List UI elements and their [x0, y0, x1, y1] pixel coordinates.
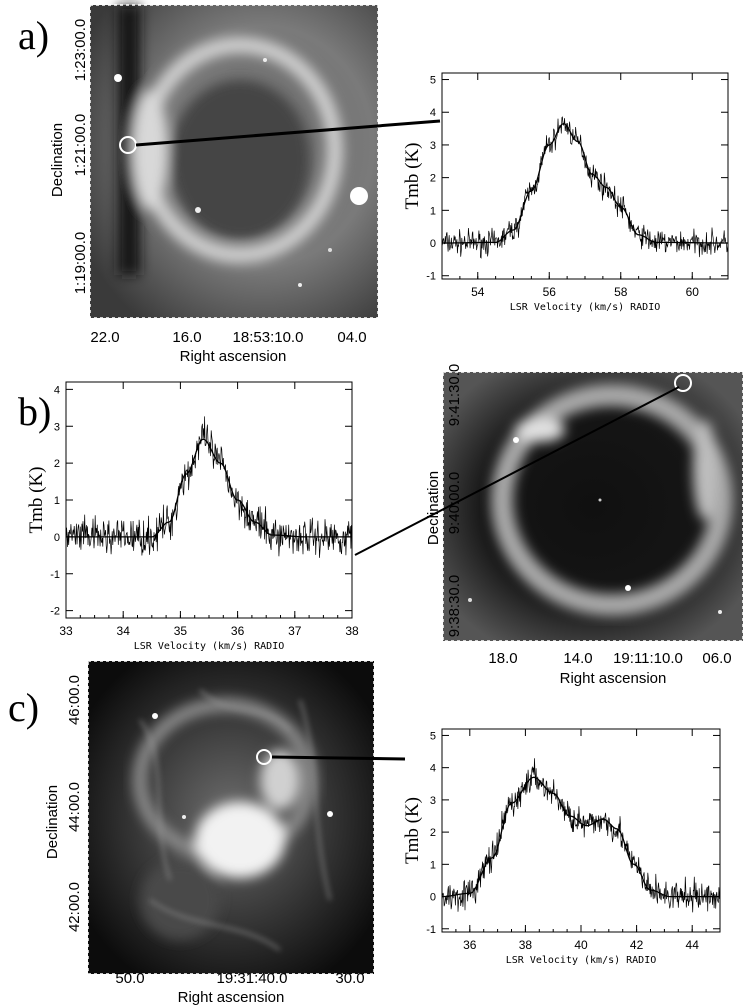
x-tick-label: 58 [614, 285, 628, 299]
x-tick-label: 33 [59, 624, 73, 638]
y-tick-label: 3 [430, 795, 436, 807]
y-tick-label: 3 [54, 421, 60, 433]
y-tick-label: 5 [430, 75, 436, 87]
y-tick-label: 5 [430, 730, 436, 742]
y-axis-label: Tmb (K) [402, 797, 423, 864]
y-axis-label: Tmb (K) [26, 466, 47, 533]
image-c-xtick: 19:31:40.0 [217, 970, 288, 987]
x-tick-label: 36 [463, 938, 477, 952]
image-c-ytick: 44:00.0 [66, 782, 83, 832]
x-tick-label: 38 [519, 938, 533, 952]
x-axis-label: LSR Velocity (km/s) RADIO [134, 641, 285, 652]
spectrum-line [441, 758, 721, 913]
fit-line [441, 776, 720, 898]
image-b-ylabel: Declination [425, 471, 442, 545]
image-a-xtick: 04.0 [337, 329, 366, 346]
target-circle-b [674, 374, 692, 392]
spectrum-chart-c: 36 38 40 42 44 -1 0 1 2 3 4 5 LSR Velocity (km/s) RA… [402, 728, 721, 966]
x-tick-label: 54 [471, 285, 485, 299]
y-tick-label: 0 [54, 532, 60, 544]
panel-label-a: a) [18, 13, 50, 58]
y-tick-label: 1 [430, 205, 436, 217]
y-tick-label: 2 [430, 827, 436, 839]
image-c-ytick: 46:00.0 [66, 675, 83, 725]
x-axis-label: LSR Velocity (km/s) RADIO [506, 955, 657, 966]
y-tick-label: 0 [430, 238, 436, 250]
plot-frame [65, 381, 353, 619]
image-b-xtick: 14.0 [563, 650, 592, 667]
panel-label-c: c) [8, 685, 40, 730]
image-a-ytick: 1:21:00.0 [72, 114, 89, 177]
x-tick-label: 44 [686, 938, 700, 952]
y-tick-label: 4 [430, 763, 436, 775]
image-a-xtick: 16.0 [172, 329, 201, 346]
image-a-ytick: 1:23:00.0 [72, 19, 89, 82]
x-tick-label: 35 [174, 624, 188, 638]
x-tick-label: 42 [630, 938, 644, 952]
y-tick-label: -1 [426, 271, 436, 283]
image-c-xtick: 30.0 [335, 970, 364, 987]
image-a-xlabel: Right ascension [180, 348, 287, 365]
spectrum-line [441, 116, 729, 259]
image-c-ylabel: Declination [44, 785, 61, 859]
x-tick-label: 60 [686, 285, 700, 299]
y-tick-label: -1 [426, 924, 436, 936]
image-b [442, 371, 744, 642]
image-a-ylabel: Declination [49, 123, 66, 197]
connector-c [271, 755, 406, 761]
image-b-ytick: 9:40:00.0 [446, 472, 463, 535]
image-a-xtick: 22.0 [90, 329, 119, 346]
x-tick-label: 56 [543, 285, 557, 299]
y-tick-label: -2 [50, 606, 60, 618]
x-tick-label: 34 [117, 624, 131, 638]
y-tick-label: -1 [50, 569, 60, 581]
y-tick-label: 0 [430, 892, 436, 904]
x-tick-label: 36 [231, 624, 245, 638]
panel-label-b: b) [18, 389, 52, 434]
image-b-ytick: 9:38:30.0 [446, 575, 463, 638]
y-tick-label: 4 [54, 384, 60, 396]
x-tick-label: 40 [574, 938, 588, 952]
spectrum-line [65, 416, 353, 558]
image-b-xtick: 06.0 [702, 650, 731, 667]
y-tick-label: 2 [430, 173, 436, 185]
image-c [87, 660, 375, 975]
image-a-ytick: 1:19:00.0 [72, 232, 89, 295]
x-tick-label: 38 [345, 624, 359, 638]
x-tick-label: 37 [288, 624, 302, 638]
plot-frame [441, 72, 729, 280]
image-b-xlabel: Right ascension [560, 670, 667, 687]
y-tick-label: 4 [430, 107, 436, 119]
image-c-xlabel: Right ascension [178, 989, 285, 1006]
y-axis-label: Tmb (K) [402, 142, 423, 209]
image-b-xtick: 18.0 [488, 650, 517, 667]
y-tick-label: 1 [430, 859, 436, 871]
image-a-xtick: 18:53:10.0 [233, 329, 304, 346]
target-circle-c [256, 749, 272, 765]
x-axis-label: LSR Velocity (km/s) RADIO [510, 302, 661, 313]
y-tick-label: 1 [54, 495, 60, 507]
fit-line [442, 123, 728, 244]
image-c-ytick: 42:00.0 [66, 882, 83, 932]
connector-b [354, 386, 680, 556]
image-c-xtick: 50.0 [115, 970, 144, 987]
y-tick-label: 2 [54, 458, 60, 470]
image-a [89, 4, 379, 319]
y-tick-label: 3 [430, 140, 436, 152]
image-b-xtick: 19:11:10.0 [613, 650, 683, 667]
spectrum-chart-a: 54 56 58 60 -1 0 1 2 3 4 5 LSR Velocity (km/s) RADI… [402, 72, 729, 313]
connector-a [135, 119, 441, 147]
image-b-ytick: 9:41:30.0 [446, 364, 463, 427]
fit-line [66, 438, 352, 538]
